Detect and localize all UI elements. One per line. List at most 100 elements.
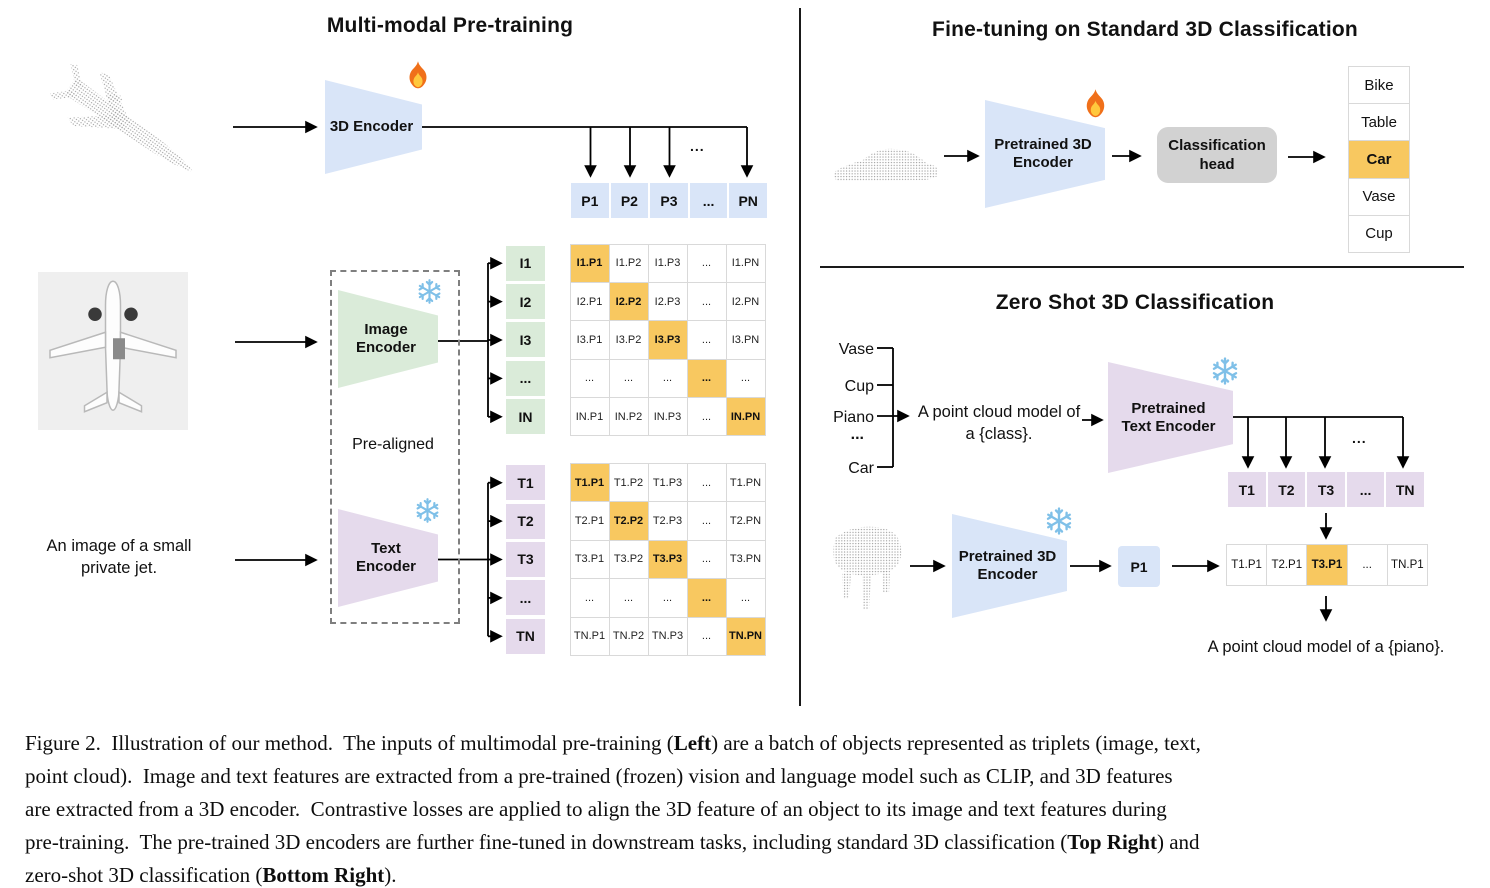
airplane-photo	[38, 272, 188, 430]
matrix-cell: TN.P3	[647, 616, 688, 656]
snowflake-icon	[1046, 507, 1072, 535]
zs-t-cell: T1	[1228, 472, 1266, 507]
matrix-cell: IN.P2	[608, 397, 649, 437]
zs-class-car: Car	[848, 460, 874, 477]
zs-t-cell: T2	[1267, 472, 1306, 507]
matrix-cell: I2.P2	[608, 281, 649, 322]
matrix-cell: ...	[569, 578, 610, 618]
matrix-cell: ...	[608, 578, 649, 618]
matrix-cell: ...	[686, 578, 727, 618]
airplane-point-cloud	[49, 64, 193, 172]
matrix-cell: ...	[686, 501, 727, 541]
zs-pretrained-3d-encoder-label: Pretrained 3D Encoder	[958, 548, 1057, 583]
t-feature-cell: T3	[506, 541, 545, 577]
matrix-cell: I3.P1	[569, 320, 610, 360]
matrix-cell: I2.PN	[725, 281, 766, 322]
matrix-cell: I3.P2	[608, 320, 649, 360]
top-right-title: Fine-tuning on Standard 3D Classificatio…	[932, 18, 1358, 41]
matrix-cell: ...	[647, 358, 688, 399]
matrix-cell: ...	[686, 463, 727, 503]
matrix-cell: IN.PN	[725, 397, 766, 437]
zs-t-cell: TN	[1386, 472, 1424, 507]
zs-p1-feature: P1	[1118, 546, 1160, 587]
zs-t-cell: T3	[1307, 472, 1345, 507]
class-cell: Car	[1348, 140, 1410, 179]
zs-t-feature-row: T1 T2 T3... TN	[1228, 472, 1424, 507]
matrix-cell: ...	[608, 358, 649, 399]
left-panel-title: Multi-modal Pre-training	[326, 14, 574, 37]
zs-result-row: T1.P1 T2.P1 T3.P1... TN.P1	[1226, 544, 1428, 586]
pretrained-3d-encoder-label: Pretrained 3D Encoder	[994, 136, 1092, 171]
matrix-cell: ...	[686, 281, 727, 322]
p-feature-cell: P2	[610, 183, 649, 218]
fire-icon	[409, 61, 427, 89]
text-point-similarity-matrix: T1.P1 T1.P2 T1.P3... T1.PN T2.P1 T2.P2 T2.P3..…	[569, 463, 766, 656]
matrix-cell: IN.P1	[569, 397, 610, 437]
matrix-cell: ...	[647, 578, 688, 618]
matrix-cell: I1.P2	[608, 243, 649, 283]
text-input-caption: An image of a small private jet.	[46, 537, 192, 577]
text-encoder-label: Text Encoder	[355, 540, 416, 575]
matrix-cell: TN.P2	[608, 616, 649, 656]
matrix-cell: T2.P2	[608, 501, 649, 541]
p-feature-cell: P3	[650, 183, 688, 218]
matrix-cell: ...	[725, 578, 766, 618]
matrix-cell: TN.P1	[569, 616, 610, 656]
matrix-cell: T1.P3	[647, 463, 688, 503]
classification-head: Classification head	[1157, 127, 1277, 183]
matrix-cell: T2.P3	[647, 501, 688, 541]
matrix-cell: T1.PN	[725, 463, 766, 503]
prealigned-label: Pre-aligned	[352, 436, 434, 453]
matrix-cell: ...	[686, 243, 727, 283]
matrix-cell: I1.PN	[725, 243, 766, 283]
t-feature-cell: ...	[506, 580, 545, 616]
snowflake-icon	[1212, 357, 1238, 385]
class-cell: Bike	[1348, 66, 1410, 105]
bottom-right-title: Zero Shot 3D Classification	[995, 291, 1275, 314]
matrix-cell: I1.P1	[569, 243, 610, 283]
matrix-cell: I3.P3	[647, 320, 688, 360]
snowflake-icon	[418, 279, 441, 304]
t-feature-col: T1 T2 T3... TN	[506, 465, 545, 654]
p-feature-cell: P1	[571, 183, 609, 218]
pretrained-text-encoder-label: Pretrained Text Encoder	[1121, 399, 1216, 435]
i-feature-cell: I2	[506, 284, 545, 320]
p-feature-row: P1 P2 P3... PN	[571, 183, 767, 218]
matrix-cell: I1.P3	[647, 243, 688, 283]
p-trunk-ellipsis: ...	[690, 138, 705, 154]
matrix-cell: T3.P3	[647, 539, 688, 580]
matrix-cell: T3.P1	[569, 539, 610, 580]
zs-result-cell: T3.P1	[1306, 544, 1348, 586]
connector-arrows	[233, 120, 1410, 643]
horizontal-divider	[820, 266, 1464, 268]
p-feature-cell: PN	[729, 183, 767, 218]
zs-trunk-ellipsis: ...	[1352, 430, 1367, 446]
image-point-similarity-matrix: I1.P1 I1.P2 I1.P3... I1.PN I2.P1 I2.P2 I2.P3..…	[569, 243, 766, 437]
encoder-3d-label: 3D Encoder	[329, 118, 414, 135]
matrix-cell: I3.PN	[725, 320, 766, 360]
zs-class-vase: Vase	[838, 341, 874, 358]
airplane-photo-jet	[49, 280, 177, 413]
zs-result-cell: TN.P1	[1386, 544, 1428, 586]
matrix-cell: ...	[686, 616, 727, 656]
zs-class-ellipsis: ...	[850, 426, 864, 443]
caption-line: Figure 2. Illustration of our method. Th…	[25, 731, 1201, 755]
caption-line: point cloud). Image and text features ar…	[25, 764, 1173, 788]
snowflake-icon	[416, 498, 439, 523]
zs-result-cell: T2.P1	[1266, 544, 1308, 586]
zs-result-cell: T1.P1	[1226, 544, 1268, 586]
matrix-cell: ...	[686, 358, 727, 399]
matrix-cell: T2.PN	[725, 501, 766, 541]
matrix-cell: ...	[569, 358, 610, 399]
matrix-cell: T3.P2	[608, 539, 649, 580]
matrix-cell: TN.PN	[725, 616, 766, 656]
prealigned-box	[330, 270, 460, 624]
matrix-cell: T2.P1	[569, 501, 610, 541]
i-feature-cell: I3	[506, 322, 545, 358]
matrix-cell: T1.P2	[608, 463, 649, 503]
matrix-cell: ...	[686, 539, 727, 580]
matrix-cell: I2.P3	[647, 281, 688, 322]
i-feature-cell: I1	[506, 245, 545, 281]
figure-caption: Figure 2. Illustration of our method. Th…	[25, 727, 1473, 888]
